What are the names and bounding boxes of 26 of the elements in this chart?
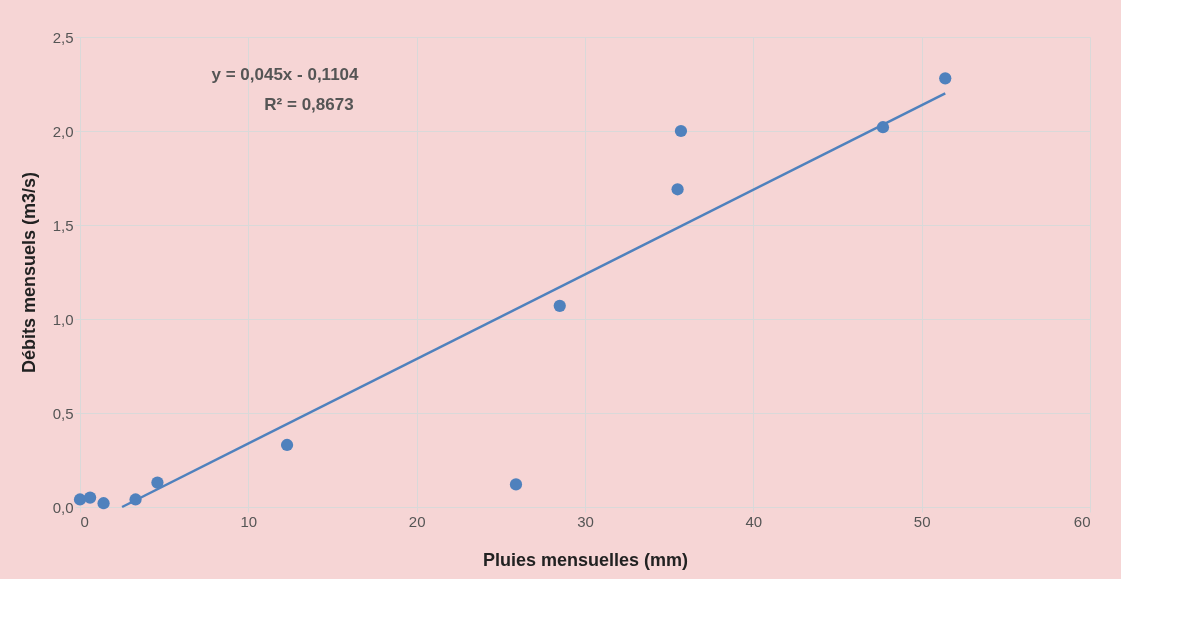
annotation: y = 0,045x - 0,1104 xyxy=(211,65,360,84)
y-tick-label: 1,5 xyxy=(52,216,74,234)
y-tick-label: 1,0 xyxy=(52,310,74,328)
x-axis-title: Pluies mensuelles (mm) xyxy=(482,549,689,570)
x-tick-label: 10 xyxy=(240,512,258,530)
x-tick-label: 50 xyxy=(913,512,931,530)
point xyxy=(509,478,523,491)
annotation: R² = 0,8673 xyxy=(264,95,354,114)
point xyxy=(671,183,684,196)
x-tick-label: 20 xyxy=(408,512,426,530)
x-tick-label: 30 xyxy=(577,512,594,530)
y-tick-label: 0,5 xyxy=(52,404,74,422)
point xyxy=(83,491,97,504)
x-tick-label: 0 xyxy=(80,512,89,530)
point xyxy=(553,299,566,312)
x-tick-label: 40 xyxy=(745,512,763,530)
point xyxy=(939,72,952,85)
y-tick-label: 2,5 xyxy=(52,28,74,46)
y-tick-label: 0,0 xyxy=(52,498,74,516)
point xyxy=(674,124,688,138)
point xyxy=(280,438,294,452)
y-axis-title: Débits mensuels (m3/s) xyxy=(18,171,39,374)
point xyxy=(151,476,164,489)
y-tick-label: 2,0 xyxy=(52,122,74,140)
point xyxy=(97,497,110,510)
x-tick-label: 60 xyxy=(1073,512,1091,530)
